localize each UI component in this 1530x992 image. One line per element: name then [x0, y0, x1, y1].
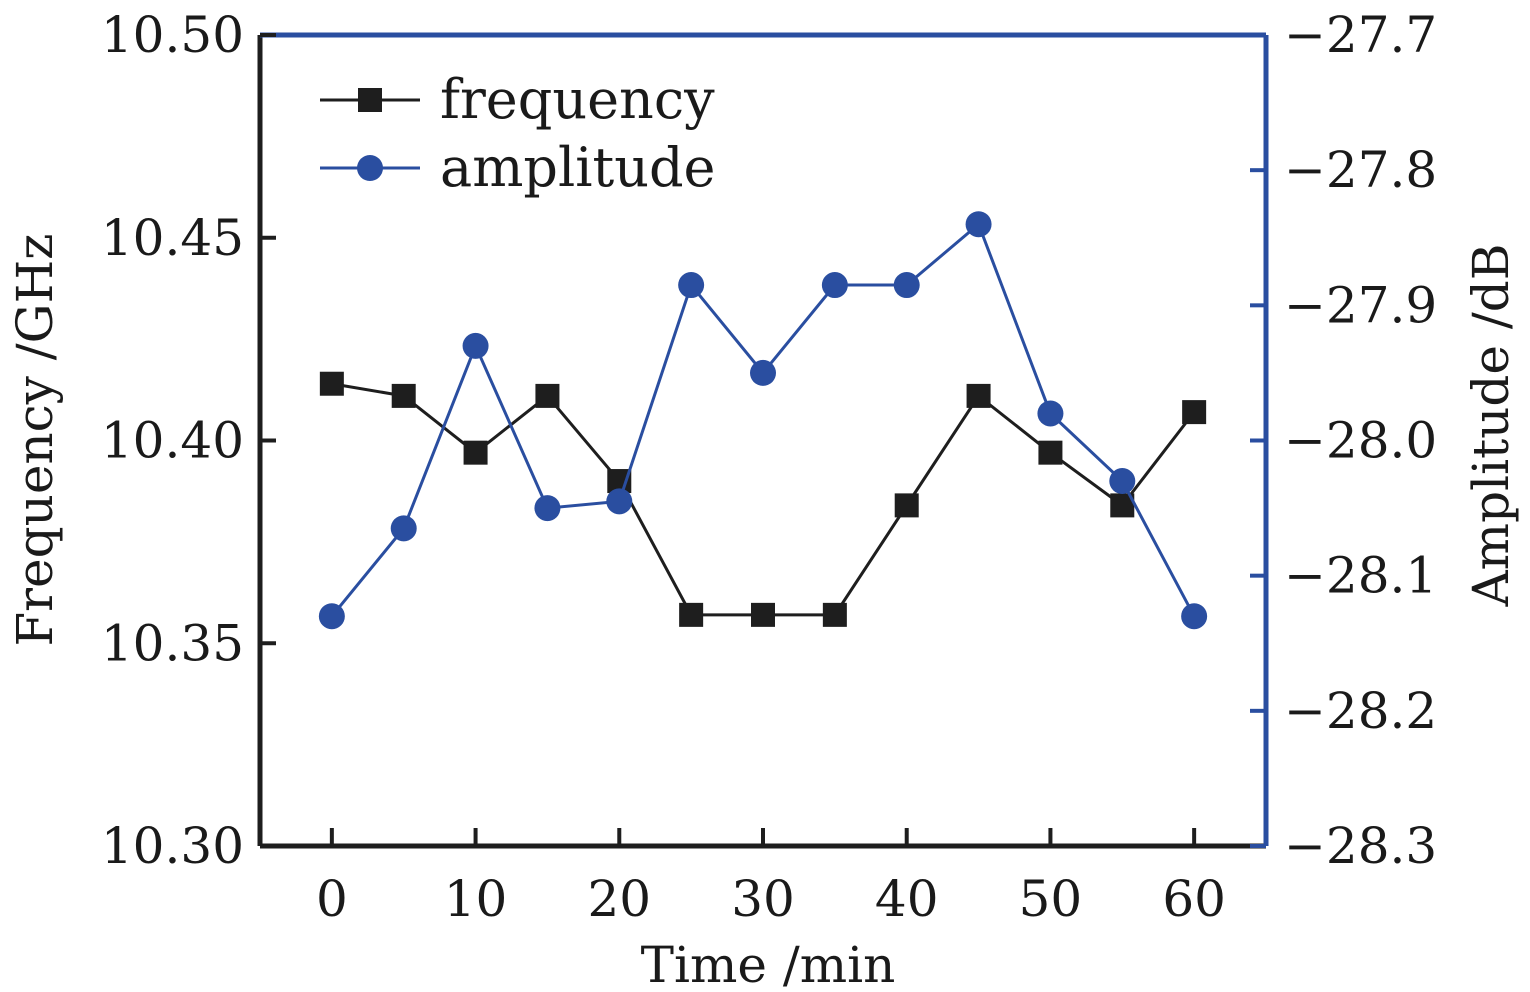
x-tick-label: 20 — [587, 870, 651, 928]
left-axis-title: Frequency /GHz — [6, 233, 64, 646]
x-tick-label: 0 — [316, 870, 348, 928]
left-axis: 10.30 10.35 10.40 10.45 10.50 — [101, 6, 276, 875]
left-tick-label: 10.45 — [101, 209, 244, 267]
frequency-point — [966, 383, 991, 408]
amplitude-point — [606, 488, 633, 515]
right-tick-label: −27.8 — [1284, 141, 1437, 199]
frequency-point — [894, 493, 919, 518]
right-tick-label: −27.9 — [1284, 276, 1437, 334]
x-tick-label: 50 — [1019, 870, 1083, 928]
right-tick-label: −28.1 — [1284, 547, 1437, 605]
amplitude-point — [534, 495, 561, 522]
right-tick-label: −27.7 — [1284, 6, 1437, 64]
right-tick-label: −28.0 — [1284, 412, 1437, 470]
legend-label: frequency — [440, 68, 715, 131]
frequency-point — [1182, 400, 1207, 425]
frequency-point — [319, 371, 344, 396]
right-axis: −27.7 −27.8 −27.9 −28.0 −28.1 −28.2 −28.3 — [1250, 6, 1437, 875]
x-tick-label: 30 — [731, 870, 795, 928]
legend-item-amplitude: amplitude — [320, 136, 716, 199]
series-layer — [318, 211, 1208, 630]
amplitude-point — [821, 272, 848, 299]
frequency-point — [463, 440, 488, 465]
x-axis: 0 10 20 30 40 50 60 — [316, 828, 1226, 928]
amplitude-point — [462, 332, 489, 359]
amplitude-point — [390, 515, 417, 542]
frequency-point — [1038, 440, 1063, 465]
amplitude-point — [965, 211, 992, 238]
amplitude-point — [1181, 603, 1208, 630]
series-amplitude — [318, 211, 1208, 630]
amplitude-point — [678, 272, 705, 299]
amplitude-point — [318, 603, 345, 630]
frequency-point — [535, 383, 560, 408]
frequency-point — [679, 602, 704, 627]
x-tick-label: 60 — [1162, 870, 1226, 928]
x-tick-label: 10 — [444, 870, 508, 928]
legend-label: amplitude — [440, 136, 716, 199]
legend-marker — [358, 88, 382, 112]
frequency-point — [391, 383, 416, 408]
frequency-point — [822, 602, 847, 627]
right-tick-label: −28.2 — [1284, 682, 1437, 740]
amplitude-point — [893, 272, 920, 299]
right-axis-title: Amplitude /dB — [1462, 244, 1520, 608]
left-tick-label: 10.40 — [101, 412, 244, 470]
legend-item-frequency: frequency — [320, 68, 715, 131]
legend-marker — [357, 155, 383, 181]
x-axis-title: Time /min — [641, 936, 896, 992]
amplitude-point — [1037, 400, 1064, 427]
x-tick-label: 40 — [875, 870, 939, 928]
left-tick-label: 10.50 — [101, 6, 244, 64]
amplitude-point — [1109, 468, 1136, 495]
left-tick-label: 10.35 — [101, 614, 244, 672]
left-tick-label: 10.30 — [101, 817, 244, 875]
amplitude-point — [750, 359, 776, 386]
frequency-point — [751, 602, 775, 627]
right-tick-label: −28.3 — [1284, 817, 1437, 875]
